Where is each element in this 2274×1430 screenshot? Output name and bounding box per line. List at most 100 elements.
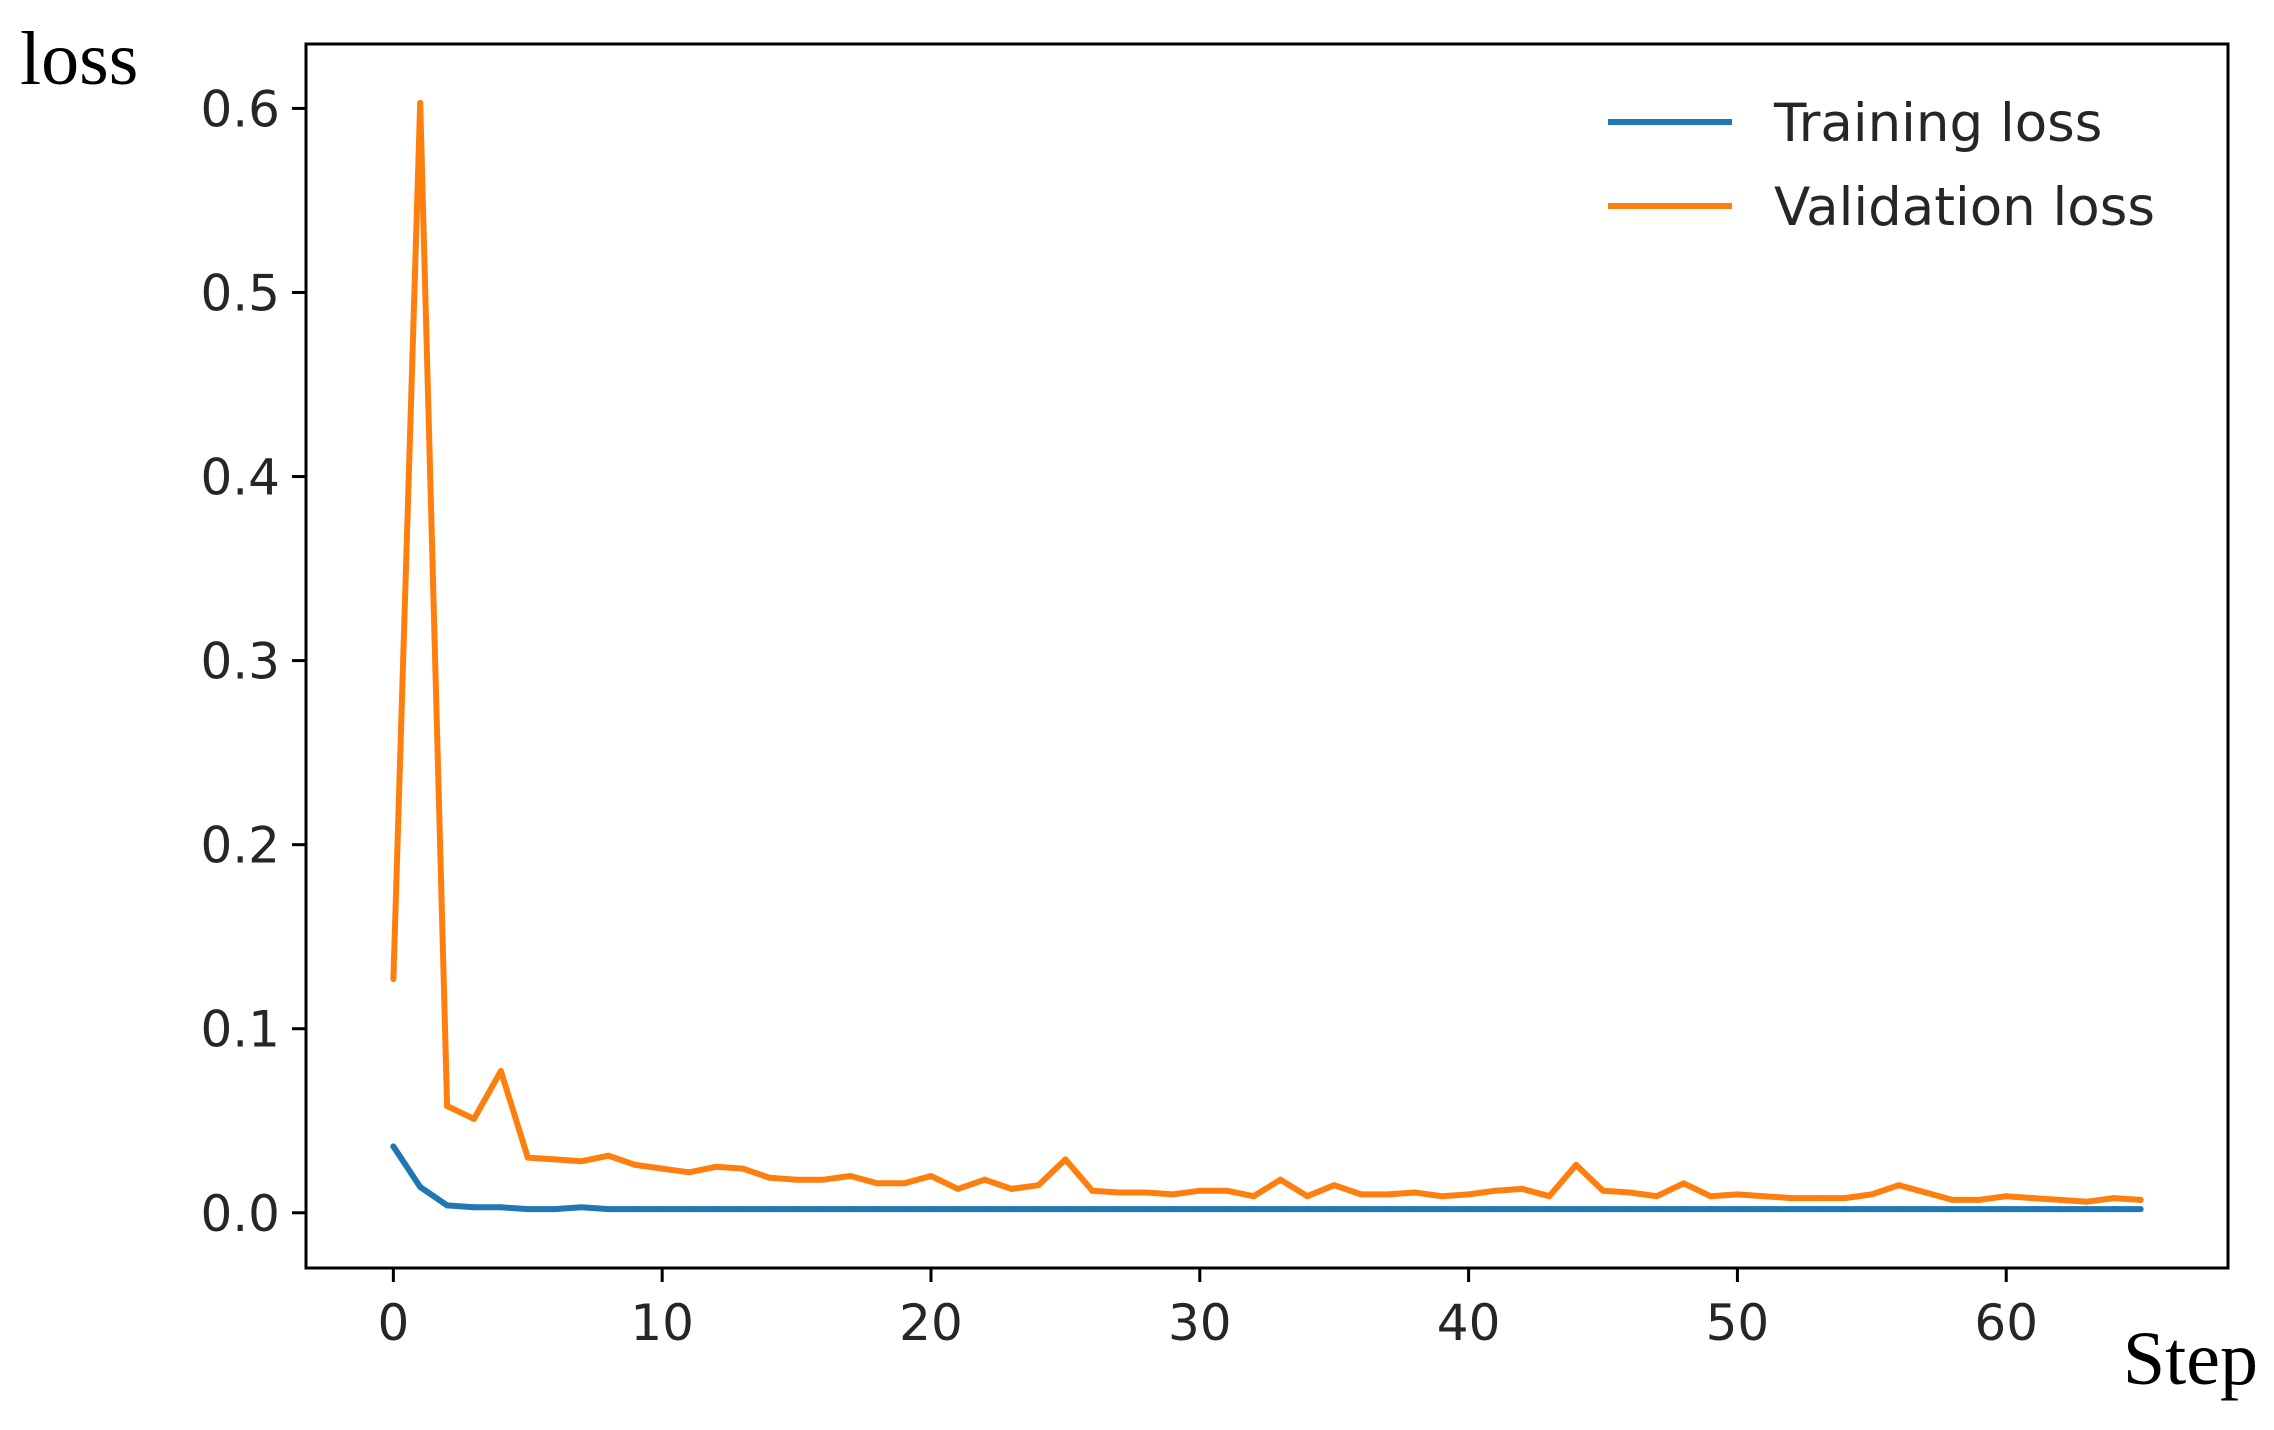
x-axis-title: Step	[2123, 1317, 2258, 1401]
validation-loss-point	[1895, 1182, 1902, 1189]
validation-loss-point	[1573, 1161, 1580, 1168]
validation-loss-point	[1008, 1185, 1015, 1192]
y-tick-label: 0.2	[200, 817, 280, 875]
validation-loss-line	[390, 99, 2144, 1205]
training-loss-point	[1250, 1206, 1257, 1213]
training-loss-point	[1008, 1206, 1015, 1213]
training-loss-point	[1465, 1206, 1472, 1213]
validation-loss-point	[820, 1176, 827, 1183]
validation-loss-point	[1304, 1193, 1311, 1200]
y-tick-label: 0.4	[200, 449, 280, 507]
validation-loss-point	[1438, 1193, 1445, 1200]
validation-loss-point	[578, 1158, 585, 1165]
validation-loss-point	[551, 1156, 558, 1163]
validation-loss-point	[2137, 1196, 2144, 1203]
training-loss-point	[471, 1204, 478, 1211]
validation-loss-point	[524, 1154, 531, 1161]
training-loss-point	[1411, 1206, 1418, 1213]
training-loss-point	[1519, 1206, 1526, 1213]
training-loss-point	[1761, 1206, 1768, 1213]
training-loss-line	[390, 1143, 2144, 1213]
validation-loss-point	[1223, 1187, 1230, 1194]
training-loss-point	[2030, 1206, 2037, 1213]
training-loss-point	[1922, 1206, 1929, 1213]
x-tick-label: 60	[1974, 1294, 2038, 1352]
training-loss-point	[1653, 1206, 1660, 1213]
validation-loss-point	[1976, 1196, 1983, 1203]
validation-loss-point	[686, 1169, 693, 1176]
validation-loss-point	[1411, 1189, 1418, 1196]
x-tick-label: 30	[1168, 1294, 1232, 1352]
training-loss-point	[1492, 1206, 1499, 1213]
validation-loss-point	[444, 1103, 451, 1110]
validation-loss-point	[1680, 1180, 1687, 1187]
training-loss-point	[1600, 1206, 1607, 1213]
training-loss-point	[1976, 1206, 1983, 1213]
validation-loss-point	[390, 976, 397, 983]
validation-loss-point	[847, 1172, 854, 1179]
training-loss-point	[766, 1206, 773, 1213]
validation-loss-point	[1788, 1195, 1795, 1202]
validation-loss-point	[954, 1185, 961, 1192]
validation-loss-point	[1707, 1193, 1714, 1200]
y-axis: 0.0 0.1 0.2 0.3 0.4 0.5 0.6	[200, 80, 306, 1243]
training-loss-point	[1143, 1206, 1150, 1213]
x-tick-label: 10	[630, 1294, 694, 1352]
training-loss-point	[793, 1206, 800, 1213]
training-loss-point	[1868, 1206, 1875, 1213]
training-loss-point	[1841, 1206, 1848, 1213]
training-loss-point	[1331, 1206, 1338, 1213]
training-loss-point	[1680, 1206, 1687, 1213]
training-loss-point	[1815, 1206, 1822, 1213]
x-tick-label: 40	[1437, 1294, 1501, 1352]
validation-loss-point	[1761, 1193, 1768, 1200]
training-loss-point	[1196, 1206, 1203, 1213]
validation-loss-point	[1626, 1189, 1633, 1196]
x-axis: 0 10 20 30 40 50 60	[377, 1268, 2038, 1352]
training-loss-point	[2003, 1206, 2010, 1213]
training-loss-point	[874, 1206, 881, 1213]
validation-loss-point	[766, 1174, 773, 1181]
validation-loss-point	[417, 99, 424, 106]
training-loss-point	[901, 1206, 908, 1213]
plot-frame	[304, 42, 2230, 1270]
validation-loss-point	[1331, 1182, 1338, 1189]
training-loss-point	[1626, 1206, 1633, 1213]
training-loss-point	[1895, 1206, 1902, 1213]
training-loss-point	[739, 1206, 746, 1213]
training-loss-point	[1089, 1206, 1096, 1213]
training-loss-point	[2137, 1206, 2144, 1213]
validation-loss-point	[605, 1152, 612, 1159]
validation-loss-point	[1384, 1191, 1391, 1198]
validation-loss-point	[471, 1115, 478, 1122]
training-loss-point	[1438, 1206, 1445, 1213]
validation-loss-point	[1116, 1189, 1123, 1196]
validation-loss-point	[2083, 1198, 2090, 1205]
y-tick-label: 0.0	[200, 1185, 280, 1243]
x-tick-label: 50	[1706, 1294, 1770, 1352]
validation-loss-point	[1734, 1191, 1741, 1198]
training-loss-point	[659, 1206, 666, 1213]
training-loss-point	[820, 1206, 827, 1213]
training-loss-point	[954, 1206, 961, 1213]
validation-loss-point	[1358, 1191, 1365, 1198]
training-loss-point	[551, 1206, 558, 1213]
training-loss-point	[847, 1206, 854, 1213]
validation-loss-point	[1922, 1189, 1929, 1196]
y-tick-label: 0.6	[200, 80, 280, 138]
validation-loss-point	[901, 1180, 908, 1187]
validation-loss-point	[1196, 1187, 1203, 1194]
training-loss-point	[1035, 1206, 1042, 1213]
training-loss-point	[1949, 1206, 1956, 1213]
training-loss-point	[2110, 1206, 2117, 1213]
training-loss-point	[1734, 1206, 1741, 1213]
training-loss-point	[524, 1206, 531, 1213]
validation-loss-point	[632, 1161, 639, 1168]
validation-loss-point	[927, 1172, 934, 1179]
validation-loss-point	[1492, 1187, 1499, 1194]
validation-loss-point	[1600, 1187, 1607, 1194]
y-tick-label: 0.1	[200, 1001, 280, 1059]
training-loss-point	[1277, 1206, 1284, 1213]
